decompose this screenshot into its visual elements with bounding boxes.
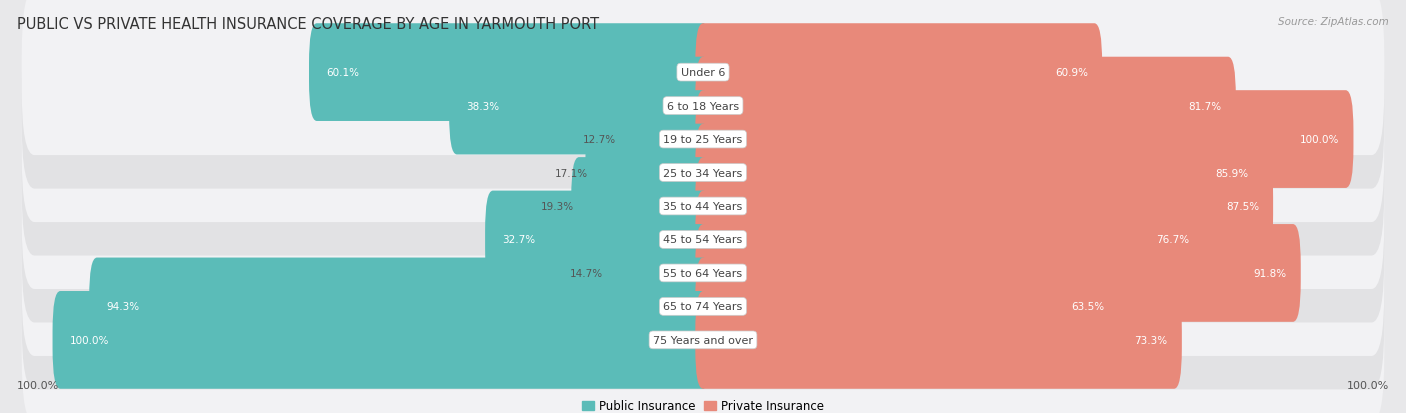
Text: 17.1%: 17.1% [555,168,588,178]
FancyBboxPatch shape [696,57,1236,155]
Text: PUBLIC VS PRIVATE HEALTH INSURANCE COVERAGE BY AGE IN YARMOUTH PORT: PUBLIC VS PRIVATE HEALTH INSURANCE COVER… [17,17,599,31]
Text: 73.3%: 73.3% [1135,335,1168,345]
Text: 91.8%: 91.8% [1254,268,1286,278]
FancyBboxPatch shape [21,190,1385,356]
Text: 12.7%: 12.7% [583,135,616,145]
FancyBboxPatch shape [613,91,710,188]
FancyBboxPatch shape [21,0,1385,156]
Text: Under 6: Under 6 [681,68,725,78]
Text: 100.0%: 100.0% [1347,380,1389,390]
Text: 76.7%: 76.7% [1156,235,1189,245]
Text: 94.3%: 94.3% [107,301,139,312]
FancyBboxPatch shape [89,258,710,356]
FancyBboxPatch shape [696,291,1182,389]
FancyBboxPatch shape [600,225,710,322]
Text: 6 to 18 Years: 6 to 18 Years [666,101,740,112]
Text: 100.0%: 100.0% [70,335,110,345]
Text: 19 to 25 Years: 19 to 25 Years [664,135,742,145]
Text: 60.1%: 60.1% [326,68,360,78]
Text: 100.0%: 100.0% [1301,135,1340,145]
FancyBboxPatch shape [696,124,1263,222]
FancyBboxPatch shape [309,24,710,122]
Text: 32.7%: 32.7% [502,235,536,245]
FancyBboxPatch shape [21,57,1385,223]
Text: 100.0%: 100.0% [17,380,59,390]
Text: 87.5%: 87.5% [1226,202,1258,211]
FancyBboxPatch shape [21,257,1385,413]
FancyBboxPatch shape [696,225,1301,322]
FancyBboxPatch shape [21,90,1385,256]
FancyBboxPatch shape [696,91,1354,188]
FancyBboxPatch shape [21,224,1385,389]
FancyBboxPatch shape [696,24,1102,122]
FancyBboxPatch shape [696,191,1204,289]
Text: 38.3%: 38.3% [467,101,499,112]
Text: 25 to 34 Years: 25 to 34 Years [664,168,742,178]
Text: 45 to 54 Years: 45 to 54 Years [664,235,742,245]
FancyBboxPatch shape [21,157,1385,323]
Text: 85.9%: 85.9% [1216,168,1249,178]
FancyBboxPatch shape [696,258,1119,356]
FancyBboxPatch shape [21,123,1385,290]
FancyBboxPatch shape [485,191,710,289]
Text: 75 Years and over: 75 Years and over [652,335,754,345]
Text: Source: ZipAtlas.com: Source: ZipAtlas.com [1278,17,1389,26]
FancyBboxPatch shape [571,158,710,255]
FancyBboxPatch shape [449,57,710,155]
Text: 63.5%: 63.5% [1071,301,1105,312]
FancyBboxPatch shape [52,291,710,389]
FancyBboxPatch shape [696,158,1272,255]
Text: 35 to 44 Years: 35 to 44 Years [664,202,742,211]
Text: 55 to 64 Years: 55 to 64 Years [664,268,742,278]
FancyBboxPatch shape [585,124,710,222]
FancyBboxPatch shape [21,24,1385,189]
Legend: Public Insurance, Private Insurance: Public Insurance, Private Insurance [582,399,824,413]
Text: 14.7%: 14.7% [571,268,603,278]
Text: 65 to 74 Years: 65 to 74 Years [664,301,742,312]
Text: 60.9%: 60.9% [1054,68,1088,78]
Text: 81.7%: 81.7% [1188,101,1222,112]
Text: 19.3%: 19.3% [541,202,574,211]
